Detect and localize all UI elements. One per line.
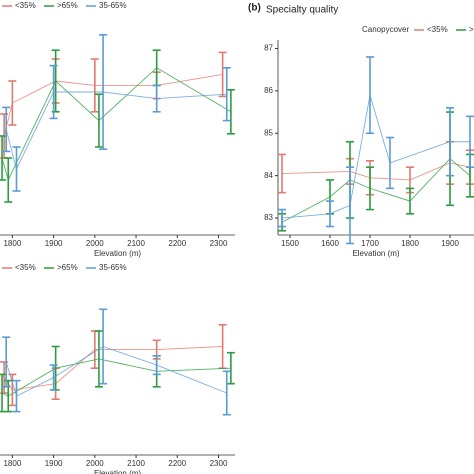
- chart-title: Specialty quality: [266, 5, 338, 16]
- series-line: [1, 358, 231, 397]
- x-axis-label: Elevation (m): [352, 249, 399, 258]
- x-tick-label: 2100: [127, 239, 145, 248]
- y-tick-label: 87: [264, 44, 273, 53]
- y-tick-label: 86: [264, 86, 273, 95]
- series-line: [281, 162, 471, 181]
- x-tick-label: 1600: [321, 239, 339, 248]
- x-tick-label: 1900: [45, 459, 63, 468]
- x-tick-label: 2300: [210, 239, 228, 248]
- legend-label: <35%: [15, 1, 36, 10]
- y-tick-label: 85: [264, 128, 273, 137]
- series-line: [3, 346, 223, 391]
- x-tick-label: 2300: [210, 459, 228, 468]
- x-tick-label: 1900: [441, 239, 459, 248]
- legend-label: 35-65%: [99, 1, 127, 10]
- x-tick-label: 2000: [86, 239, 104, 248]
- x-tick-label: 2100: [127, 459, 145, 468]
- legend-label: <35%: [427, 25, 448, 34]
- x-tick-label: 1800: [401, 239, 419, 248]
- x-tick-label: 1900: [45, 239, 63, 248]
- series-line: [281, 94, 470, 219]
- x-tick-label: 2200: [168, 239, 186, 248]
- panel-label: (b): [248, 3, 261, 14]
- x-tick-label: 1700: [361, 239, 379, 248]
- legend-label: >65%: [469, 25, 474, 34]
- y-tick-label: 83: [264, 213, 273, 222]
- series-line: [5, 91, 227, 171]
- x-tick-label: 2000: [86, 459, 104, 468]
- series-line: [281, 158, 471, 223]
- series-line: [5, 346, 227, 397]
- legend-label: <35%: [15, 263, 36, 272]
- series-line: [1, 67, 232, 182]
- x-tick-label: 1500: [281, 239, 299, 248]
- legend-title: Canopycover: [362, 25, 409, 34]
- x-tick-label: 2200: [168, 459, 186, 468]
- x-axis-label: Elevation (m): [94, 249, 141, 258]
- legend-label: 35-65%: [99, 263, 127, 272]
- y-tick-label: 84: [264, 171, 273, 180]
- series-line: [3, 73, 223, 137]
- legend-label: >65%: [57, 263, 78, 272]
- legend-label: >65%: [57, 1, 78, 10]
- x-axis-label: Elevation (m): [94, 469, 141, 474]
- x-tick-label: 1800: [3, 459, 21, 468]
- x-tick-label: 1800: [3, 239, 21, 248]
